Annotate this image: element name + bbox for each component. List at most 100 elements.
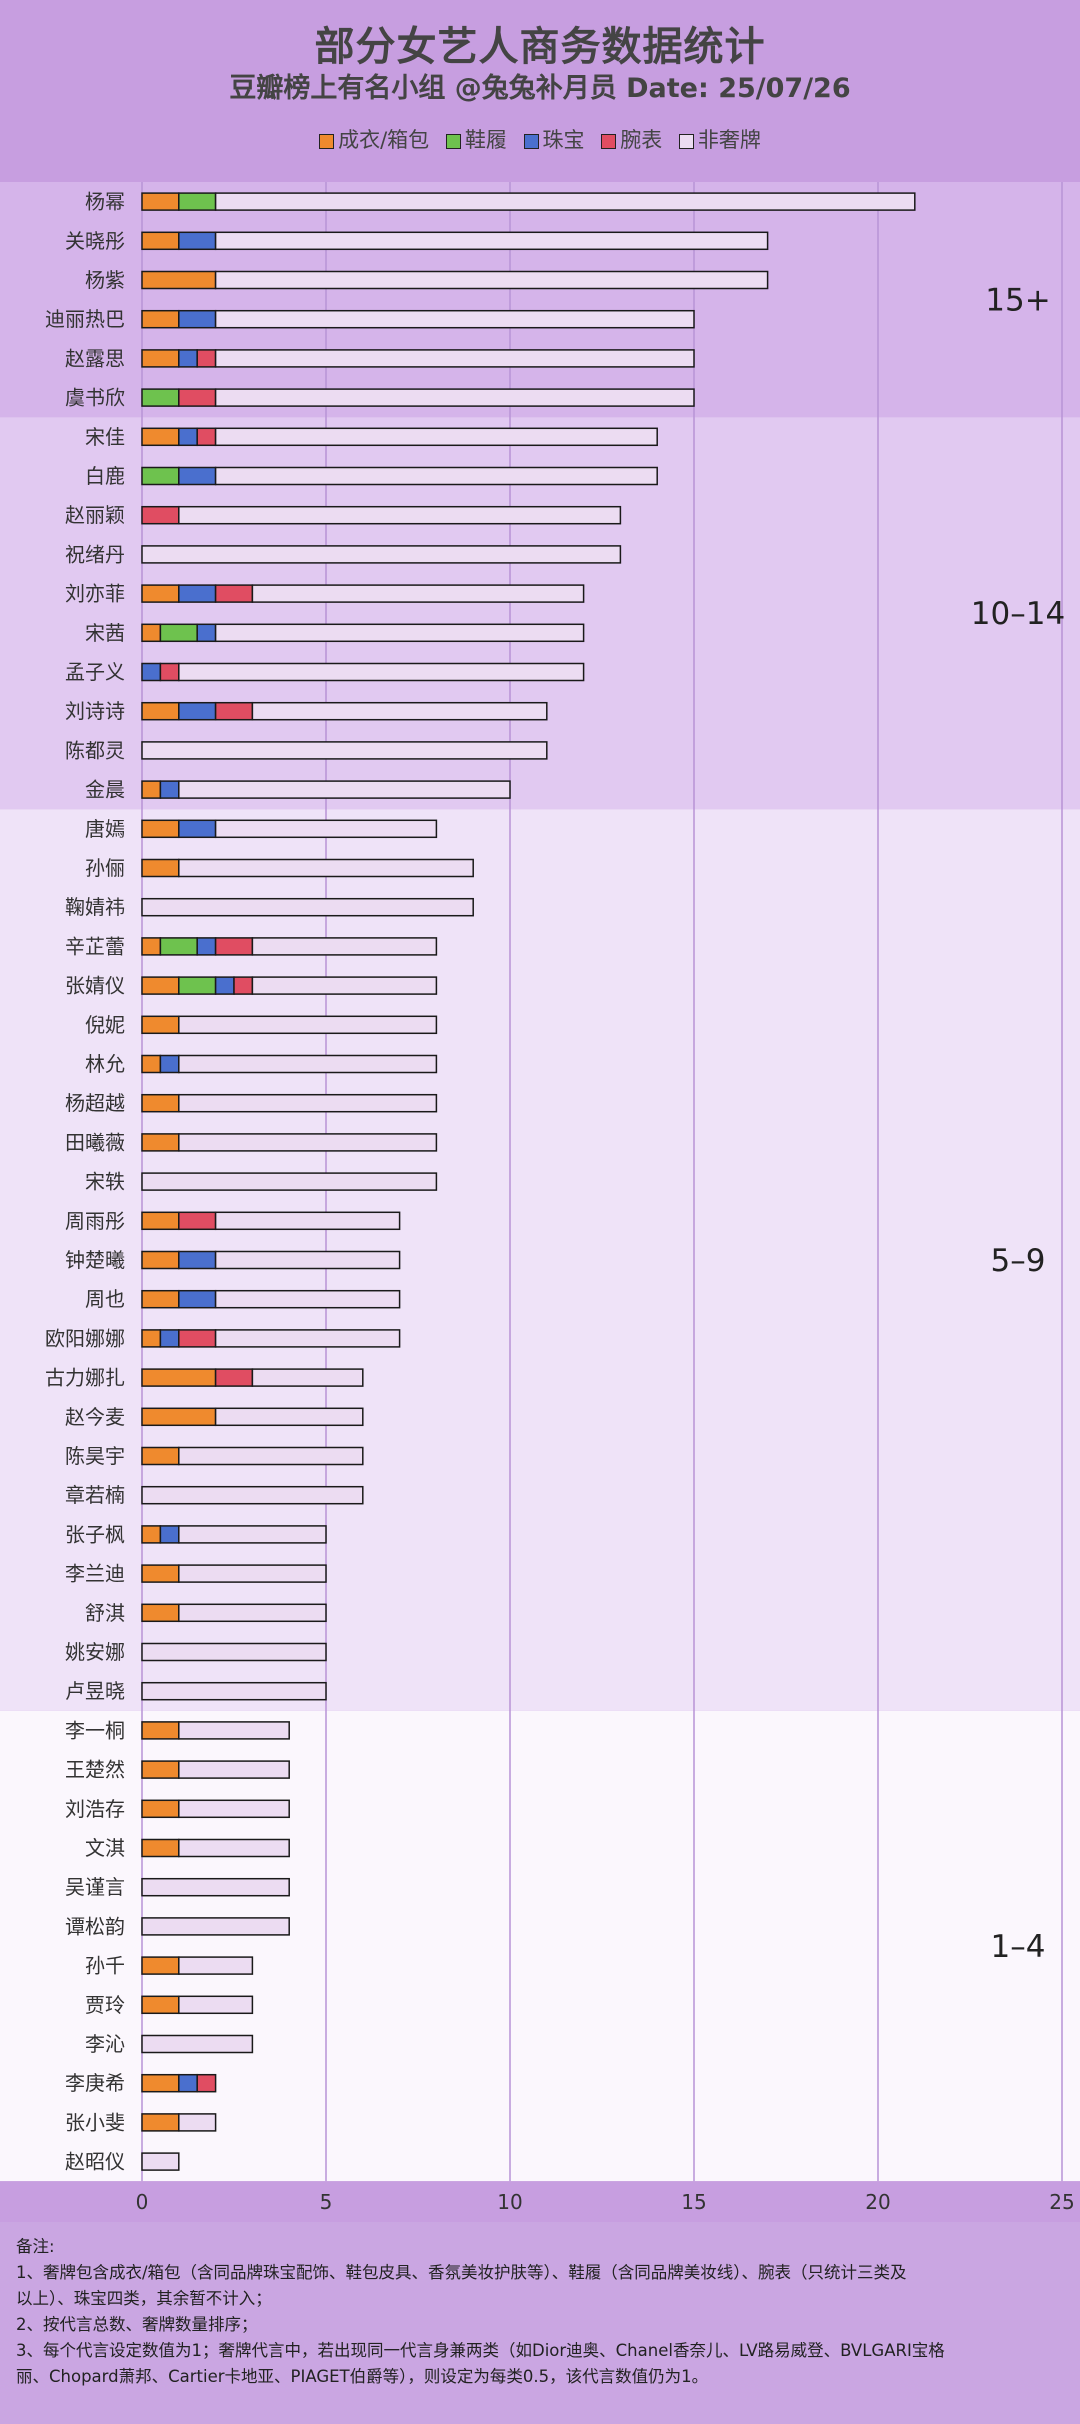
bar-segment [178,780,511,799]
bar-segment [214,819,438,839]
bar-segment [141,1133,180,1152]
category-label: 赵今麦 [65,1405,125,1429]
bar-segment [214,1250,401,1270]
category-label: 孙俪 [85,856,125,880]
bar-segment [178,1015,438,1035]
stacked-bar-chart: 杨幂关晓彤杨紫迪丽热巴赵露思虞书欣宋佳白鹿赵丽颖祝绪丹刘亦菲宋茜孟子义刘诗诗陈都… [0,182,1080,2222]
footnote-line: 以上）、珠宝四类，其余暂不计入； [16,2289,272,2308]
bar-segment [178,466,217,486]
bar-segment [141,2113,180,2132]
bar-segment [141,1956,180,1975]
chart-legend: 成衣/箱包 鞋履 珠宝 腕表 非奢牌 [0,124,1080,154]
bar-segment [159,937,198,956]
category-label: 欧阳娜娜 [45,1326,125,1350]
bar-segment [214,309,695,329]
bar-segment [159,623,198,643]
category-label: 祝绪丹 [65,542,125,566]
bar-segment [233,976,254,995]
bar-segment [178,309,217,329]
legend-item-apparel: 成衣/箱包 [319,124,429,154]
x-tick-label: 15 [681,2190,706,2214]
bar-segment [214,349,695,368]
bar-segment [214,1407,364,1427]
bar-segment [178,1525,327,1544]
bar-segment [141,505,180,525]
legend-item-jewelry: 珠宝 [523,124,585,154]
bar-segment [141,1054,162,1074]
bar-segment [141,1407,217,1427]
bar-segment [214,1211,401,1231]
bar-segment [141,819,180,839]
category-label: 李庚希 [65,2071,125,2095]
bar-segment [141,897,474,917]
bar-segment [251,937,438,956]
bar-segment [178,1133,438,1152]
category-label: 宋茜 [85,621,125,645]
category-label: 关晓彤 [65,229,125,253]
category-label: 钟楚曦 [65,1248,125,1272]
bar-segment [141,701,180,721]
bar-segment [159,780,180,799]
bar-segment [251,584,585,603]
category-label: 刘浩存 [65,1797,125,1821]
bar-segment [178,427,198,447]
legend-swatch-shoes [445,134,461,149]
category-label: 迪丽热巴 [45,307,125,331]
chart-header: 部分女艺人商务数据统计 豆瓣榜上有名小组 @兔兔补月员 Date: 25/07/… [0,0,1080,180]
legend-label-watch: 腕表 [620,128,663,152]
category-label: 卢昱晓 [65,1679,125,1703]
group-band [0,182,1080,418]
bar-segment [196,349,217,368]
category-label: 章若楠 [65,1483,125,1507]
category-label: 周也 [85,1287,125,1311]
category-label: 张子枫 [65,1522,125,1546]
bar-segment [159,1525,180,1544]
legend-swatch-non-luxury [678,134,694,149]
category-label: 杨幂 [85,190,125,214]
bar-segment [141,1917,290,1936]
bar-segment [141,2152,180,2171]
bar-segment [178,1721,290,1740]
category-label: 唐嫣 [85,817,125,841]
bar-segment [141,1525,162,1544]
category-label: 周雨彤 [65,1209,125,1233]
group-label: 5–9 [991,1243,1046,1279]
category-label: 杨紫 [85,268,125,292]
bar-segment [159,1054,180,1074]
bar-segment [178,2073,198,2093]
category-label: 林允 [85,1052,125,1076]
bar-segment [214,427,658,447]
bar-segment [141,2034,254,2054]
group-label: 1–4 [991,1929,1046,1965]
bar-segment [178,662,585,682]
x-tick-label: 0 [136,2190,149,2214]
bar-segment [178,701,217,721]
bar-segment [141,1172,438,1191]
x-tick-label: 5 [320,2190,333,2214]
bar-segment [141,545,622,564]
legend-item-non-luxury: 非奢牌 [678,124,761,154]
bar-segment [178,1054,438,1074]
bar-segment [141,937,162,956]
category-label: 李兰迪 [65,1562,125,1586]
bar-segment [141,1995,180,2015]
bar-segment [178,1564,327,1583]
category-label: 辛芷蕾 [65,934,125,958]
bar-segment [178,1250,217,1270]
bar-segment [196,623,217,643]
bar-segment [178,1838,290,1858]
bar-segment [141,1446,180,1466]
bar-segment [251,976,438,995]
category-label: 古力娜扎 [45,1366,125,1390]
bar-segment [141,662,162,682]
bar-segment [141,427,180,447]
category-label: 贾玲 [85,1993,125,2017]
category-label: 刘亦菲 [65,582,125,606]
bar-segment [214,623,585,643]
category-label: 金晨 [85,778,125,802]
bar-segment [141,1603,180,1623]
footnote-line: 3、每个代言设定数值为1；奢牌代言中，若出现同一代言身兼两类（如Dior迪奥、C… [16,2341,945,2360]
legend-label-jewelry: 珠宝 [542,128,585,152]
bar-segment [178,2113,217,2132]
category-label: 吴谨言 [65,1875,125,1899]
